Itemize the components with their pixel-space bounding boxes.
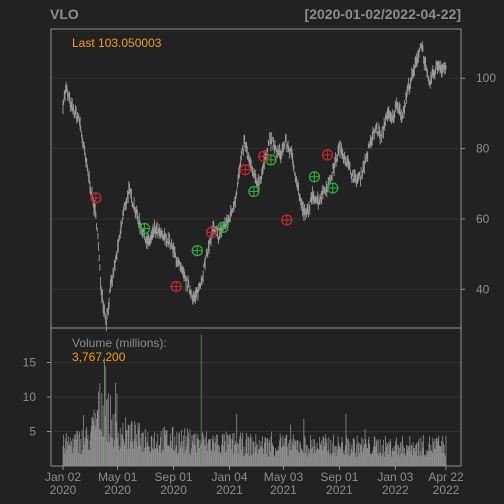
trade-signals xyxy=(90,149,339,293)
volume-tick-label: 5 xyxy=(29,425,36,439)
date-tick-label: May 03 xyxy=(264,470,304,484)
date-tick-label: Sep 01 xyxy=(320,470,358,484)
date-tick-label: Sep 01 xyxy=(155,470,193,484)
buy-signal-marker xyxy=(138,222,151,235)
buy-signal-marker xyxy=(308,171,321,183)
date-tick-label: Jan 03 xyxy=(377,470,413,484)
sell-signal-marker xyxy=(281,214,293,226)
date-tick-year: 2020 xyxy=(50,483,77,497)
date-tick-year: 2022 xyxy=(382,483,409,497)
price-tick-label: 80 xyxy=(476,142,490,156)
sell-signal-marker xyxy=(258,150,270,162)
buy-signal-marker xyxy=(217,221,229,234)
date-tick-label: May 01 xyxy=(98,470,138,484)
volume-tick-label: 10 xyxy=(23,390,37,404)
date-tick-year: 2021 xyxy=(216,483,243,497)
buy-signal-marker xyxy=(327,182,339,194)
price-axis: 40 60 80 100 xyxy=(461,71,496,296)
date-tick-year: 2020 xyxy=(160,483,187,497)
price-series xyxy=(62,41,447,331)
sell-signal-marker xyxy=(239,164,251,176)
date-tick-label: Jan 02 xyxy=(45,470,81,484)
sell-signal-marker xyxy=(170,280,182,293)
date-range-label: [2020-01-02/2022-04-22] xyxy=(305,6,461,22)
date-tick-label: Apr 22 xyxy=(428,470,464,484)
price-tick-label: 60 xyxy=(476,212,490,226)
date-tick-year: 2020 xyxy=(104,483,131,497)
date-tick-label: Jan 04 xyxy=(211,470,247,484)
date-tick-year: 2022 xyxy=(433,483,460,497)
date-tick-year: 2021 xyxy=(326,483,353,497)
buy-signal-marker xyxy=(191,244,203,257)
sell-signal-marker xyxy=(321,149,334,161)
price-tick-label: 40 xyxy=(476,282,490,296)
last-price-label: Last 103.050003 xyxy=(72,36,162,50)
date-tick-year: 2021 xyxy=(270,483,297,497)
volume-bars xyxy=(62,334,447,466)
grid-lines xyxy=(52,77,460,432)
volume-tick-label: 15 xyxy=(23,356,37,370)
volume-axis: 5 10 15 xyxy=(23,356,51,439)
sell-signal-marker xyxy=(206,226,218,238)
volume-title: Volume (millions): xyxy=(72,336,167,350)
price-tick-label: 100 xyxy=(476,71,496,85)
volume-value: 3,767,200 xyxy=(72,350,126,364)
chart-title: VLO xyxy=(50,6,79,22)
sell-signal-marker xyxy=(90,192,102,204)
buy-signal-marker xyxy=(248,185,260,198)
